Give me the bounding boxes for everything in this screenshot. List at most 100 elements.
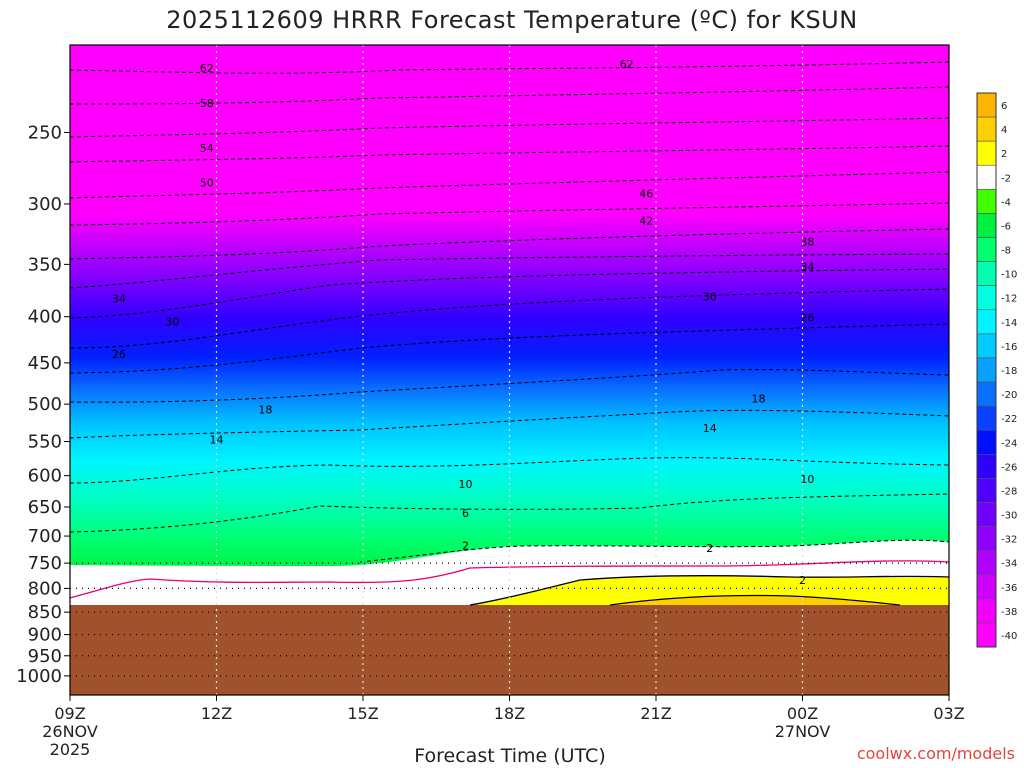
colorbar-label: -28 [1001,486,1017,497]
y-tick-label: 750 [28,553,62,574]
y-tick-label: 650 [28,497,62,518]
y-tick-label: 850 [28,602,62,623]
x-tick-label: 15Z [347,704,378,723]
contour-label: 14 [703,422,717,435]
colorbar-swatch [976,213,997,238]
y-tick-label: 350 [28,254,62,275]
contour-label: 58 [200,97,214,110]
colorbar-swatch [976,189,997,214]
contour-label: 18 [752,393,766,406]
y-tick-label: 800 [28,578,62,599]
contour-lines [70,61,949,563]
contour-label: 30 [166,316,180,329]
x-tick-label: 21Z [640,704,671,723]
contour-label: 26 [800,312,814,325]
colorbar-label: 2 [1001,149,1007,160]
colorbar-label: -40 [1001,631,1017,642]
y-tick-label: 550 [28,432,62,453]
colorbar-swatch [976,622,997,648]
contour-label: 18 [258,404,272,417]
contour-label: 14 [210,433,224,446]
colorbar-label: 6 [1001,101,1007,112]
x-tick-date: 27NOV [775,722,831,741]
contour-label: 10 [459,478,473,491]
contour-label: 34 [800,261,814,274]
colorbar-swatch [976,454,997,479]
colorbar-label: -6 [1001,221,1011,232]
colorbar-swatch [976,357,997,383]
y-tick-label: 700 [28,526,62,547]
x-tick-year: 2025 [50,740,91,759]
colorbar-swatch [976,237,997,262]
x-tick-label: 09Z [54,704,85,723]
colorbar-label: -30 [1001,511,1017,522]
y-tick-label: 250 [28,122,62,143]
colorbar-label: -20 [1001,390,1017,401]
contour-label: 50 [200,176,214,189]
y-tick-label: 900 [28,625,62,646]
x-tick-label: 03Z [933,704,964,723]
colorbar-label: -24 [1001,438,1017,449]
colorbar-label: -36 [1001,583,1017,594]
y-tick-label: 1000 [16,666,62,687]
x-axis-label: Forecast Time (UTC) [414,745,605,767]
contour-label: 62 [620,58,634,71]
colorbar-swatch [976,116,997,142]
colorbar-swatch [976,333,997,359]
colorbar-label: -26 [1001,462,1017,473]
colorbar-swatch [976,478,997,503]
contour-label: 2 [462,539,469,552]
chart-title: 2025112609 HRRR Forecast Temperature (ºC… [166,6,857,34]
colorbar-swatch [976,164,997,190]
credit-link[interactable]: coolwx.com/models [857,744,1015,763]
y-tick-label: 950 [28,646,62,667]
contour-label: 54 [200,142,214,155]
contour-label: 26 [112,348,126,361]
colorbar-swatch [976,285,997,311]
contour-label: 46 [639,187,653,200]
y-tick-label: 500 [28,394,62,415]
colorbar-swatch [976,526,997,551]
colorbar-frame [976,92,997,648]
colorbar-swatch [976,574,997,600]
colorbar-label: -32 [1001,535,1017,546]
colorbar-label: -34 [1001,559,1017,570]
colorbar-swatch [976,309,997,335]
colorbar-label: -8 [1001,246,1011,257]
colorbar-label: -10 [1001,270,1017,281]
colorbar-label: 4 [1001,125,1007,136]
colorbar-swatch [976,429,997,455]
colorbar-swatch [976,261,997,286]
colorbar-label: -4 [1001,197,1011,208]
colorbar: 6 4 2 -2 -4 -6 -8 -10 -12 -14 -16 -18 -20 -22 -24 -26 -2… [976,92,1017,648]
contour-label: 42 [639,215,653,228]
colorbar-swatch [976,598,997,624]
y-tick-label: 600 [28,466,62,487]
contour-label: 38 [800,235,814,248]
colorbar-label: -38 [1001,607,1017,618]
y-tick-label: 450 [28,353,62,374]
colorbar-swatch [976,405,997,431]
colorbar-label: -22 [1001,414,1017,425]
contour-label: 62 [200,62,214,75]
contour-label: 6 [462,507,469,520]
x-tick-date: 26NOV [42,722,98,741]
colorbar-swatch [976,92,997,118]
solid-contours [70,560,949,606]
colorbar-label: -14 [1001,318,1017,329]
terrain [70,605,949,695]
colorbar-label: -12 [1001,294,1017,305]
x-tick-label: 18Z [494,704,525,723]
colorbar-label: -18 [1001,366,1017,377]
contour-label: 30 [703,291,717,304]
colorbar-label: -16 [1001,342,1017,353]
x-tick-label: 12Z [201,704,232,723]
contour-label: 34 [112,293,126,306]
contour-label: 2 [706,542,713,555]
y-tick-label: 400 [28,307,62,328]
colorbar-label: -2 [1001,173,1011,184]
x-tick-label: 00Z [787,704,818,723]
